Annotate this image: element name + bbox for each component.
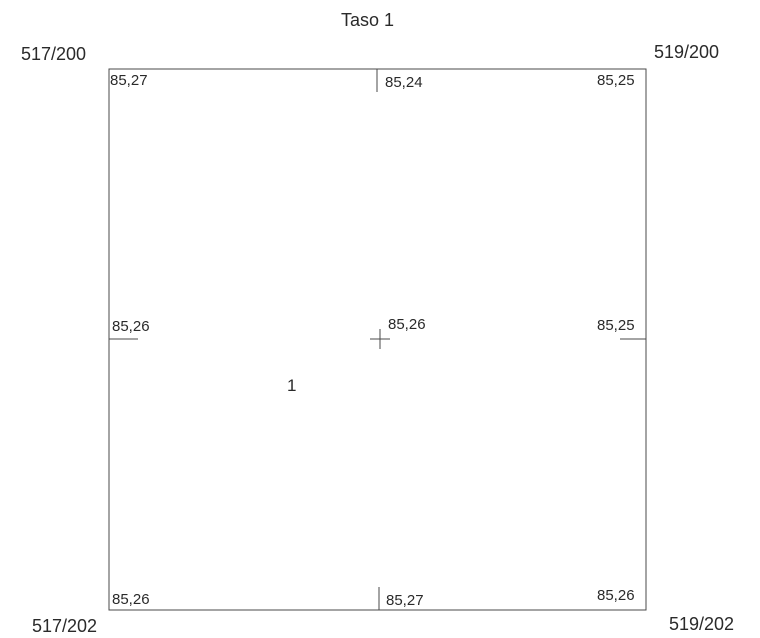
sheet-title: Taso 1 [341,10,395,30]
corner-label-top-left: 517/200 [21,44,87,64]
corner-label-top-right: 519/200 [654,42,720,62]
elevation-bottom-left: 85,26 [112,591,150,608]
elevation-middle-left: 85,26 [112,318,150,335]
area-number-label: 1 [287,376,297,395]
elevation-center: 85,26 [388,316,426,333]
elevation-top-left: 85,27 [110,72,148,89]
elevation-top-middle: 85,24 [385,74,423,91]
elevation-bottom-right: 85,26 [597,587,635,604]
corner-label-bottom-right: 519/202 [669,614,735,634]
corner-label-bottom-left: 517/202 [32,616,98,636]
elevation-middle-right: 85,25 [597,317,635,334]
elevation-top-right: 85,25 [597,72,635,89]
center-cross-marker [370,329,390,349]
elevation-bottom-middle: 85,27 [386,592,424,609]
